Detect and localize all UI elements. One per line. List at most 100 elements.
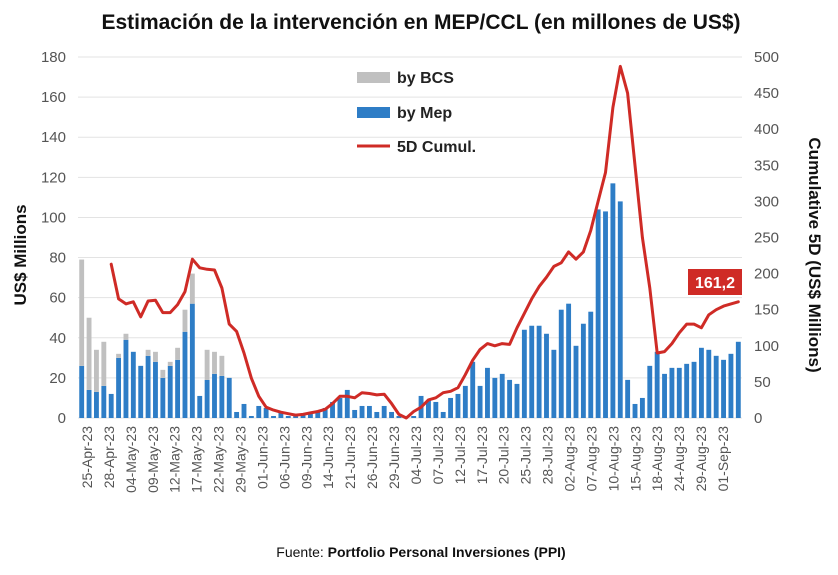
bar-mep bbox=[315, 411, 321, 418]
y2-tick-label: 250 bbox=[754, 230, 779, 247]
bar-mep bbox=[366, 405, 372, 418]
bar-mep bbox=[293, 415, 299, 418]
bar-mep bbox=[396, 415, 402, 418]
bar-mep bbox=[617, 201, 623, 418]
bar-mep bbox=[300, 413, 306, 418]
bar-mep bbox=[182, 331, 188, 418]
cumul-line-group bbox=[109, 64, 740, 420]
bar-mep bbox=[226, 377, 232, 418]
bar-mep bbox=[86, 389, 92, 418]
bar-mep bbox=[662, 373, 667, 418]
legend-label-mep: by Mep bbox=[397, 105, 452, 122]
x-tick-label: 25-Apr-23 bbox=[79, 426, 95, 488]
x-tick-label: 02-Aug-23 bbox=[562, 426, 578, 492]
bar-mep bbox=[521, 329, 527, 418]
bar-mep bbox=[212, 373, 217, 418]
source-note: Fuente: Portfolio Personal Inversiones (… bbox=[276, 544, 565, 560]
bar-mep bbox=[713, 355, 719, 418]
bar-mep bbox=[79, 365, 85, 418]
x-tick-label: 17-May-23 bbox=[189, 426, 205, 493]
bar-bcs bbox=[116, 353, 122, 358]
bar-mep bbox=[728, 353, 734, 418]
bar-mep bbox=[676, 367, 682, 418]
y2-tick-label: 350 bbox=[754, 157, 779, 174]
x-tick-label: 07-Aug-23 bbox=[583, 426, 599, 492]
y-tick-label: 160 bbox=[41, 89, 66, 106]
bar-mep bbox=[123, 339, 129, 418]
x-tick-label: 12-May-23 bbox=[167, 426, 183, 493]
bar-mep bbox=[197, 395, 203, 418]
chart-title: Estimación de la intervención en MEP/CCL… bbox=[101, 11, 740, 34]
x-tick-label: 06-Jun-23 bbox=[276, 426, 292, 489]
bar-mep bbox=[477, 385, 483, 418]
bar-mep bbox=[536, 325, 542, 418]
y-tick-label: 0 bbox=[58, 410, 66, 427]
x-tick-label: 04-Jul-23 bbox=[408, 426, 424, 485]
bar-mep bbox=[684, 363, 690, 418]
last-value-annotation: 161,2 bbox=[688, 269, 742, 295]
legend: by BCS by Mep 5D Cumul. bbox=[357, 70, 476, 156]
bar-bcs bbox=[160, 369, 166, 378]
bar-mep bbox=[558, 309, 564, 418]
bar-mep bbox=[411, 415, 417, 418]
x-tick-label: 07-Jul-23 bbox=[430, 426, 446, 485]
y2-tick-label: 100 bbox=[754, 338, 779, 355]
bar-mep bbox=[285, 415, 291, 418]
bar-mep bbox=[462, 385, 468, 418]
bar-bcs bbox=[204, 349, 210, 380]
bar-mep bbox=[330, 401, 335, 418]
y2-tick-label: 450 bbox=[754, 85, 779, 102]
right-axis-ticks: 0 50 100 150 200 250 300 350 400 450 500 bbox=[754, 49, 779, 427]
bar-mep bbox=[359, 405, 365, 418]
bar-mep bbox=[426, 399, 431, 418]
bar-mep bbox=[219, 375, 225, 418]
x-tick-label: 29-Aug-23 bbox=[693, 426, 709, 492]
legend-swatch-mep bbox=[357, 107, 390, 118]
legend-label-cumul: 5D Cumul. bbox=[397, 139, 476, 156]
bar-mep bbox=[654, 351, 660, 418]
cumul-line bbox=[109, 64, 740, 420]
bar-mep bbox=[433, 401, 439, 418]
bar-mep bbox=[721, 359, 726, 418]
x-tick-label: 17-Jul-23 bbox=[474, 426, 490, 485]
bar-mep bbox=[580, 323, 586, 418]
bar-mep bbox=[440, 411, 446, 418]
bar-mep bbox=[248, 415, 254, 418]
x-tick-label: 20-Jul-23 bbox=[496, 426, 512, 485]
x-tick-label: 21-Jun-23 bbox=[342, 426, 358, 489]
bar-mep bbox=[588, 311, 594, 418]
bar-mep bbox=[307, 413, 313, 418]
bar-mep bbox=[241, 403, 247, 418]
x-tick-label: 15-Aug-23 bbox=[627, 426, 643, 492]
bar-mep bbox=[204, 379, 210, 418]
x-tick-label: 14-Jun-23 bbox=[320, 426, 336, 489]
bar-mep bbox=[566, 303, 572, 418]
y-tick-label: 60 bbox=[49, 290, 66, 307]
bar-mep bbox=[116, 357, 122, 418]
bar-mep bbox=[278, 411, 284, 418]
x-tick-label: 29-May-23 bbox=[233, 426, 249, 493]
bar-bcs bbox=[153, 351, 158, 362]
bar-mep bbox=[691, 361, 697, 418]
y2-tick-label: 200 bbox=[754, 266, 779, 283]
gridlines bbox=[78, 56, 742, 419]
bar-mep bbox=[514, 383, 520, 418]
bar-mep bbox=[632, 403, 638, 418]
bar-bcs bbox=[182, 309, 188, 332]
x-tick-label: 22-May-23 bbox=[211, 426, 227, 493]
x-tick-label: 12-Jul-23 bbox=[452, 426, 468, 485]
bar-mep bbox=[256, 405, 262, 418]
x-tick-label: 01-Sep-23 bbox=[715, 426, 731, 492]
y2-tick-label: 0 bbox=[754, 410, 762, 427]
legend-label-bcs: by BCS bbox=[397, 70, 454, 87]
annotation-box bbox=[688, 269, 742, 295]
bar-mep bbox=[175, 359, 181, 418]
bar-mep bbox=[389, 411, 394, 418]
bar-mep bbox=[706, 349, 712, 418]
bar-mep bbox=[138, 365, 144, 418]
bar-mep bbox=[455, 393, 461, 418]
x-tick-label: 28-Jul-23 bbox=[540, 426, 556, 485]
bar-mep bbox=[499, 373, 505, 418]
x-tick-label: 18-Aug-23 bbox=[649, 426, 665, 492]
